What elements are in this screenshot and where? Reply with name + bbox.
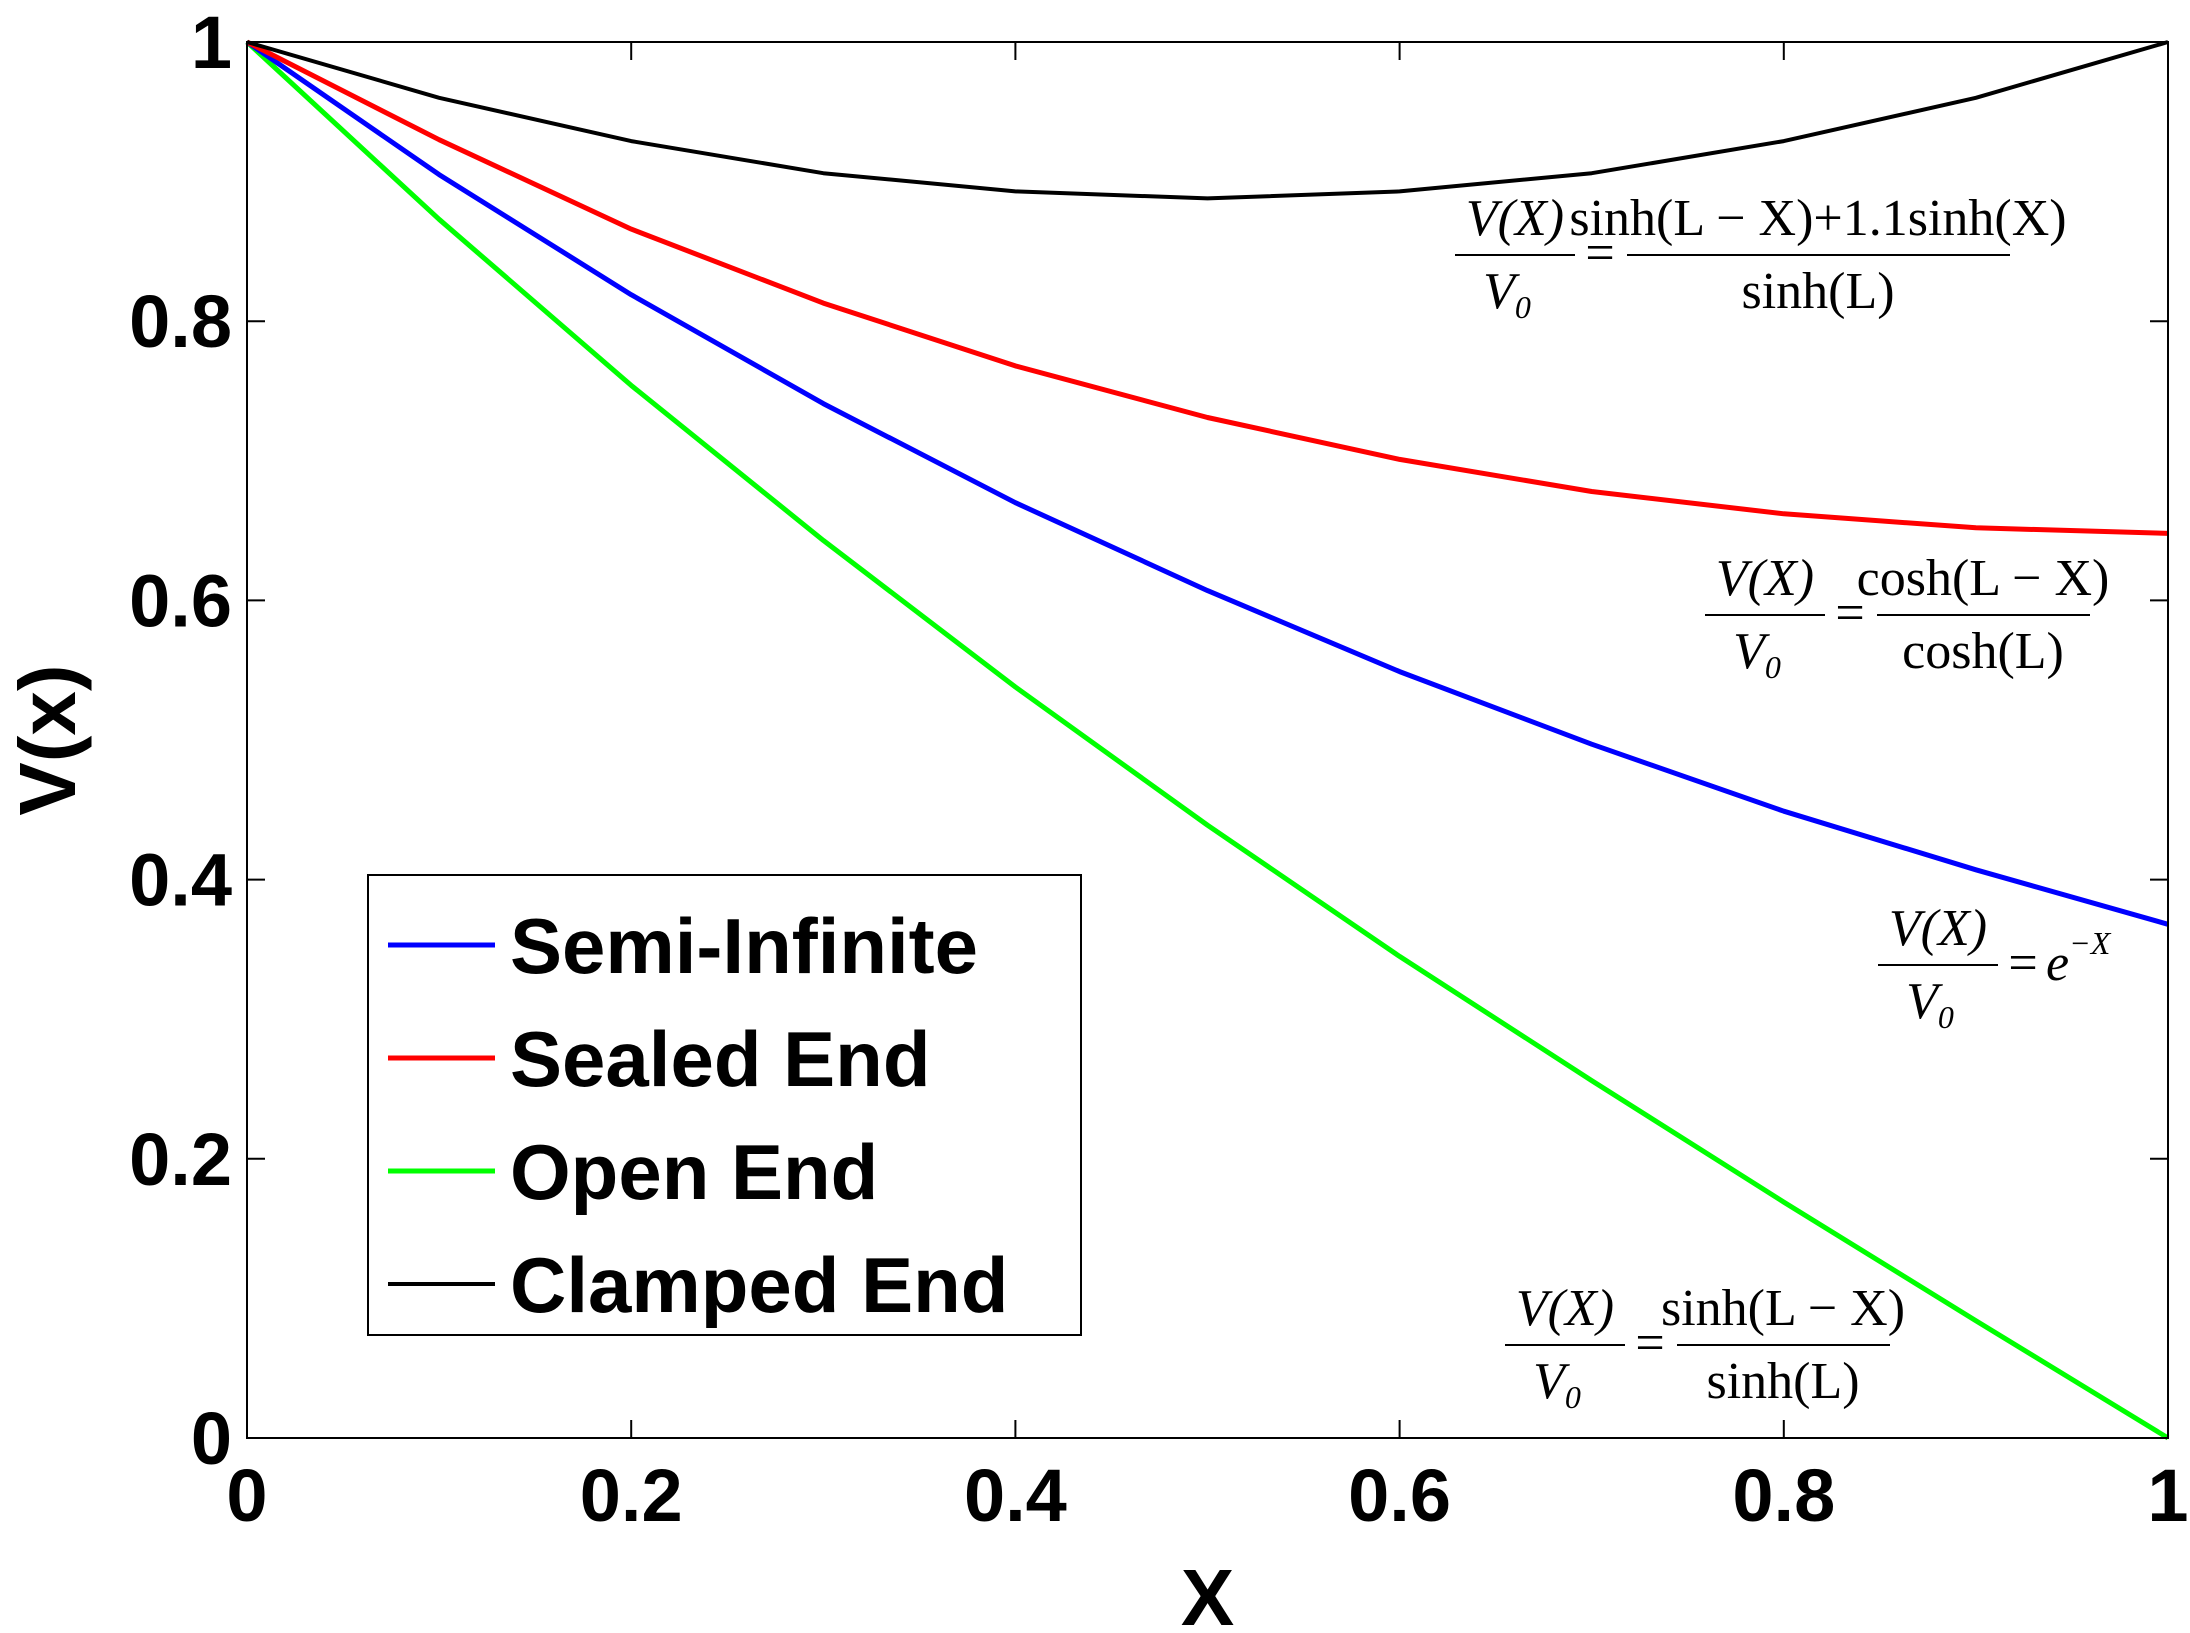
eq-equals-sign: = <box>1585 225 1614 282</box>
y-tick-label: 1 <box>191 1 232 84</box>
eq-rhs-denominator: cosh(L) <box>1902 623 2064 680</box>
eq-rhs-numerator: cosh(L − X) <box>1857 550 2110 607</box>
eq-equals-sign: = <box>1635 1315 1664 1372</box>
legend-label: Sealed End <box>510 1015 930 1103</box>
x-tick-label: 0.6 <box>1348 1454 1451 1537</box>
y-tick-label: 0.4 <box>129 839 232 922</box>
x-tick-label: 0.2 <box>580 1454 683 1537</box>
eq-rhs-denominator: sinh(L) <box>1741 263 1894 320</box>
series-lines <box>245 39 2170 1441</box>
y-tick-label: 0.8 <box>129 280 232 363</box>
equation-sealed-end: V(X) V0 = cosh(L − X) cosh(L) <box>1705 550 2109 685</box>
eq-equals-sign: = <box>1835 585 1864 642</box>
eq-rhs-numerator: sinh(L − X) <box>1661 1280 1905 1337</box>
eq-rhs-denominator: sinh(L) <box>1706 1353 1859 1410</box>
y-tick-label: 0.6 <box>129 559 232 642</box>
y-tick-label: 0.2 <box>129 1118 232 1201</box>
plot-frame <box>246 41 2169 1439</box>
eq-lhs-numerator: V(X) <box>1466 190 1564 247</box>
x-tick-label: 0.4 <box>964 1454 1067 1537</box>
legend-item: Clamped End <box>388 1241 1008 1329</box>
eq-lhs-denominator: V0 <box>1483 263 1531 325</box>
equation-clamped-end: V(X) V0 = sinh(L − X)+1.1sinh(X) sinh(L) <box>1455 190 2067 325</box>
legend: Semi-Infinite Sealed End Open End Clamped E… <box>367 874 1082 1336</box>
series-line-semi-infinite <box>245 39 2169 927</box>
eq-lhs-denominator: V0 <box>1906 973 1954 1035</box>
x-axis-label: X <box>1181 1553 1234 1633</box>
x-tick-label: 1 <box>2147 1454 2188 1537</box>
legend-item: Sealed End <box>388 1015 930 1103</box>
legend-label: Semi-Infinite <box>510 902 978 990</box>
legend-label: Clamped End <box>510 1241 1008 1329</box>
tick-labels: 0 0.2 0.4 0.6 0.8 1 0 0.2 0.4 0.6 0.8 1 <box>129 1 2188 1537</box>
series-line-clamped-end <box>246 40 2169 201</box>
eq-lhs-numerator: V(X) <box>1889 900 1987 957</box>
legend-label: Open End <box>510 1128 878 1216</box>
eq-lhs-numerator: V(X) <box>1716 550 1814 607</box>
equation-semi-infinite: V(X) V0 = e−X <box>1878 900 2112 1035</box>
eq-lhs-denominator: V0 <box>1533 1353 1581 1415</box>
legend-item: Semi-Infinite <box>388 902 978 990</box>
equation-open-end: V(X) V0 = sinh(L − X) sinh(L) <box>1505 1280 1905 1415</box>
x-tick-label: 0 <box>226 1454 267 1537</box>
eq-equals-sign: = <box>2008 935 2037 992</box>
y-tick-label: 0 <box>191 1397 232 1480</box>
series-line-sealed-end <box>245 39 2169 536</box>
series-line-open-end <box>245 40 2170 1441</box>
legend-item: Open End <box>388 1128 878 1216</box>
y-axis-label: V(x) <box>3 664 92 815</box>
eq-rhs-numerator: sinh(L − X)+1.1sinh(X) <box>1569 190 2066 247</box>
eq-lhs-denominator: V0 <box>1733 623 1781 685</box>
eq-rhs-exponential: e−X <box>2046 925 2112 992</box>
x-tick-label: 0.8 <box>1732 1454 1835 1537</box>
eq-lhs-numerator: V(X) <box>1516 1280 1614 1337</box>
legend-box <box>367 874 1082 1336</box>
